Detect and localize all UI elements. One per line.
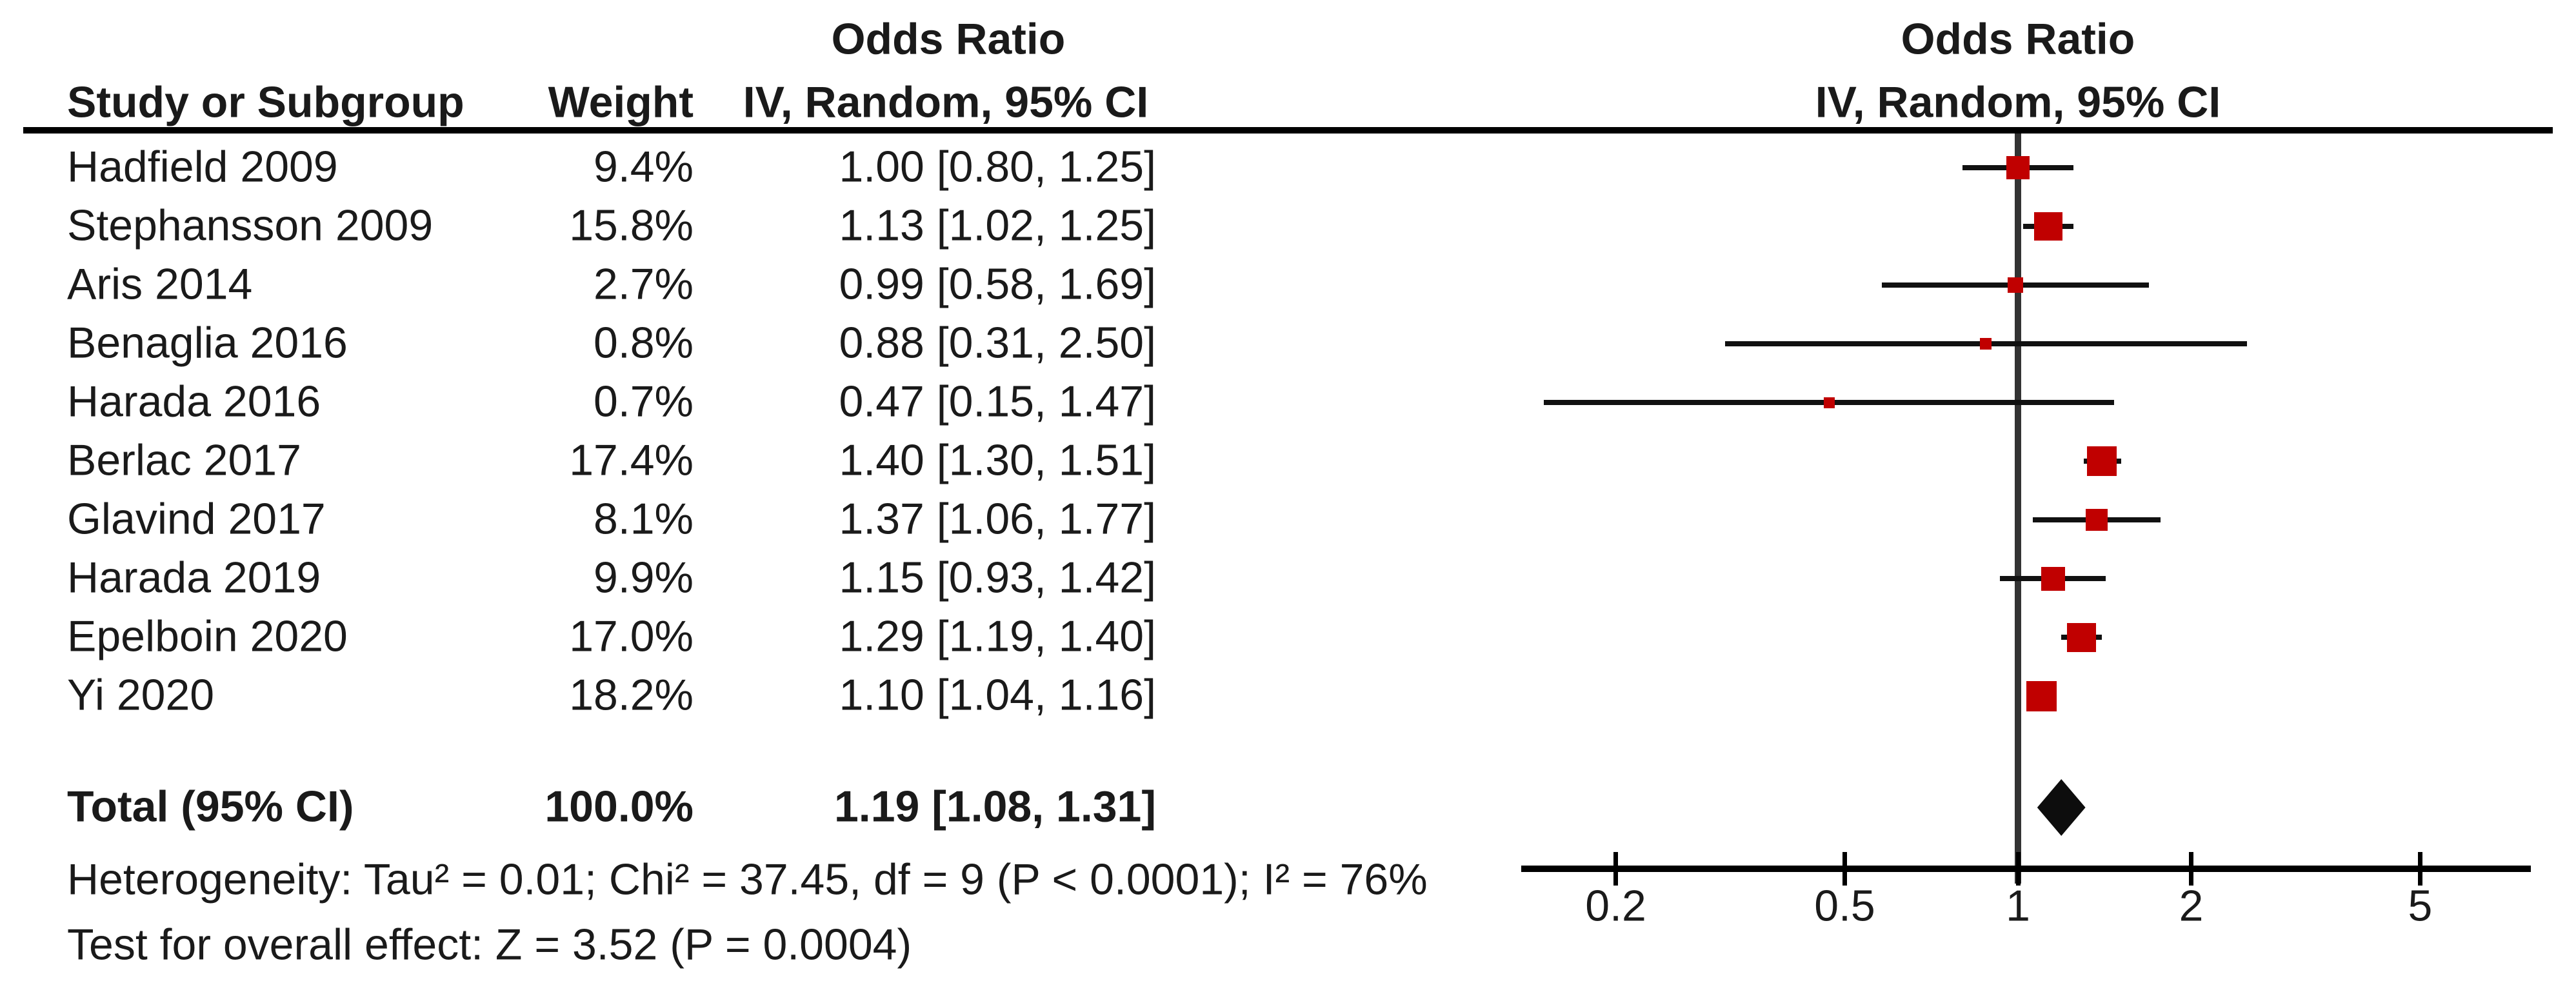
total-or-ci-value: 1.19 [1.08, 1.31] [834, 782, 1156, 831]
plot-effect-title: Odds Ratio [1901, 14, 2135, 64]
study-name-label: Berlac 2017 [67, 435, 301, 485]
heterogeneity-text: Heterogeneity: Tau² = 0.01; Chi² = 37.45… [67, 855, 1428, 904]
header-separator-line [23, 127, 2553, 134]
study-or-ci-value: 0.88 [0.31, 2.50] [839, 318, 1156, 368]
table-weight-col-header: Weight [548, 77, 694, 127]
effect-size-marker [2034, 212, 2063, 241]
axis-tick-label: 0.5 [1814, 881, 1875, 931]
study-weight-value: 15.8% [569, 201, 694, 250]
effect-size-marker [2006, 156, 2030, 179]
study-weight-value: 18.2% [569, 670, 694, 720]
table-effect-col-subtitle: IV, Random, 95% CI [743, 77, 1149, 127]
study-name-label: Epelboin 2020 [67, 611, 348, 661]
axis-tick [1613, 852, 1619, 886]
effect-size-marker [2026, 680, 2057, 711]
study-or-ci-value: 1.37 [1.06, 1.77] [839, 494, 1156, 544]
axis-tick [1842, 852, 1847, 886]
axis-tick-label: 5 [2408, 881, 2433, 931]
axis-tick [2417, 852, 2422, 886]
axis-tick-label: 1 [2006, 881, 2030, 931]
x-axis-line [1521, 866, 2531, 872]
study-name-label: Yi 2020 [67, 670, 215, 720]
study-or-ci-value: 1.10 [1.04, 1.16] [839, 670, 1156, 720]
table-effect-col-title: Odds Ratio [831, 14, 1066, 64]
study-name-label: Benaglia 2016 [67, 318, 348, 368]
study-weight-value: 9.9% [594, 553, 694, 602]
effect-size-marker [2067, 622, 2097, 652]
effect-size-marker [2085, 509, 2108, 531]
axis-tick-label: 0.2 [1585, 881, 1646, 931]
study-or-ci-value: 1.13 [1.02, 1.25] [839, 201, 1156, 250]
study-name-label: Hadfield 2009 [67, 142, 338, 192]
table-study-col-header: Study or Subgroup [67, 77, 464, 127]
no-effect-line [2015, 134, 2021, 884]
study-or-ci-value: 1.29 [1.19, 1.40] [839, 611, 1156, 661]
effect-size-marker [1824, 397, 1835, 408]
study-or-ci-value: 0.99 [0.58, 1.69] [839, 259, 1156, 309]
effect-size-marker [2041, 566, 2065, 591]
study-weight-value: 17.4% [569, 435, 694, 485]
study-weight-value: 9.4% [594, 142, 694, 192]
study-name-label: Glavind 2017 [67, 494, 326, 544]
study-weight-value: 8.1% [594, 494, 694, 544]
total-row-label: Total (95% CI) [67, 782, 354, 831]
axis-tick [2015, 852, 2021, 886]
study-or-ci-value: 0.47 [0.15, 1.47] [839, 377, 1156, 426]
study-weight-value: 2.7% [594, 259, 694, 309]
study-name-label: Aris 2014 [67, 259, 253, 309]
study-weight-value: 0.8% [594, 318, 694, 368]
effect-size-marker [2087, 446, 2117, 476]
study-weight-value: 17.0% [569, 611, 694, 661]
study-or-ci-value: 1.00 [0.80, 1.25] [839, 142, 1156, 192]
study-name-label: Stephansson 2009 [67, 201, 434, 250]
effect-size-marker [2008, 277, 2024, 293]
study-or-ci-value: 1.15 [0.93, 1.42] [839, 553, 1156, 602]
total-weight-value: 100.0% [544, 782, 694, 831]
study-name-label: Harada 2016 [67, 377, 321, 426]
effect-size-marker [1980, 338, 1992, 350]
axis-tick [2189, 852, 2194, 886]
summary-diamond [2037, 779, 2086, 836]
plot-effect-subtitle: IV, Random, 95% CI [1815, 77, 2221, 127]
study-weight-value: 0.7% [594, 377, 694, 426]
study-name-label: Harada 2019 [67, 553, 321, 602]
axis-tick-label: 2 [2179, 881, 2204, 931]
overall-effect-text: Test for overall effect: Z = 3.52 (P = 0… [67, 920, 912, 969]
study-or-ci-value: 1.40 [1.30, 1.51] [839, 435, 1156, 485]
